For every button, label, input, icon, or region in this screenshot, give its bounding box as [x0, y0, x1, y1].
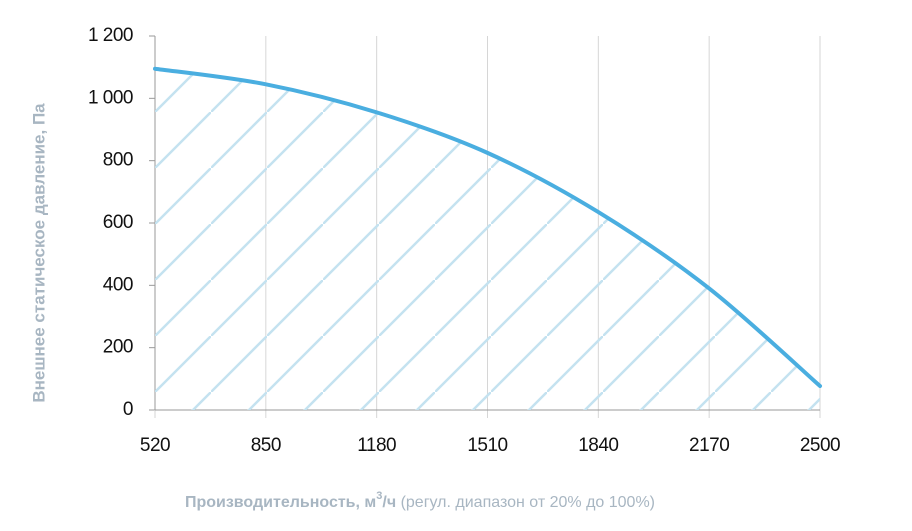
x-label-main: Производительность, м — [185, 494, 376, 511]
area-fill — [155, 68, 820, 410]
x-label-unit: /ч — [382, 494, 396, 511]
y-tick-label: 0 — [123, 399, 133, 420]
x-tick-label: 1180 — [357, 435, 396, 456]
x-tick-label: 2500 — [800, 435, 840, 456]
x-tick-label: 1840 — [578, 435, 618, 456]
plot — [153, 66, 822, 410]
x-tick-label: 850 — [251, 435, 281, 456]
y-tick-label: 800 — [103, 150, 133, 171]
y-axis-label: Внешнее статическое давление, Па — [29, 103, 48, 403]
x-axis-label: Производительность, м3/ч (регул. диапазо… — [185, 490, 655, 511]
y-tick-label: 200 — [103, 337, 133, 358]
y-tick-label: 400 — [103, 274, 133, 295]
x-tick-label: 520 — [140, 435, 170, 456]
line — [153, 66, 822, 389]
y-tick-label: 600 — [103, 212, 133, 233]
x-label-sup: 3 — [376, 490, 382, 502]
x-label-note: (регул. диапазон от 20% до 100%) — [401, 494, 655, 511]
y-tick-label: 1 000 — [88, 87, 133, 108]
x-tick-label: 1510 — [467, 435, 507, 456]
y-tick-label: 1 200 — [88, 25, 133, 46]
x-tick-label: 2170 — [689, 435, 729, 456]
